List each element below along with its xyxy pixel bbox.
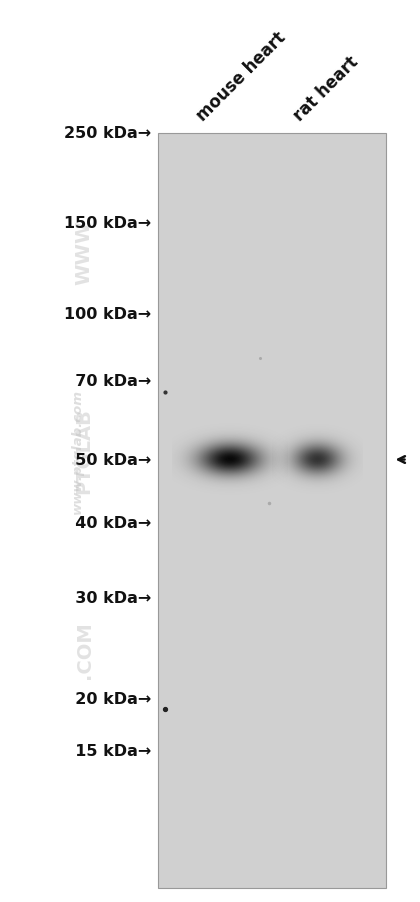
Text: 250 kDa→: 250 kDa→ — [64, 126, 151, 141]
Text: rat heart: rat heart — [290, 52, 362, 124]
Text: www.ptglab.com: www.ptglab.com — [71, 389, 84, 513]
Text: 15 kDa→: 15 kDa→ — [64, 743, 151, 758]
Text: 30 kDa→: 30 kDa→ — [64, 591, 151, 605]
Text: 150 kDa→: 150 kDa→ — [64, 216, 151, 231]
Text: 70 kDa→: 70 kDa→ — [64, 373, 151, 388]
Text: 20 kDa→: 20 kDa→ — [64, 692, 151, 706]
Text: PTGLAB: PTGLAB — [74, 408, 94, 494]
Text: 40 kDa→: 40 kDa→ — [64, 516, 151, 530]
Text: WWW: WWW — [74, 220, 94, 285]
Text: .COM: .COM — [74, 621, 94, 678]
Text: mouse heart: mouse heart — [193, 28, 289, 124]
Text: 100 kDa→: 100 kDa→ — [64, 307, 151, 321]
Bar — [158, 133, 386, 888]
Text: 50 kDa→: 50 kDa→ — [64, 453, 151, 467]
